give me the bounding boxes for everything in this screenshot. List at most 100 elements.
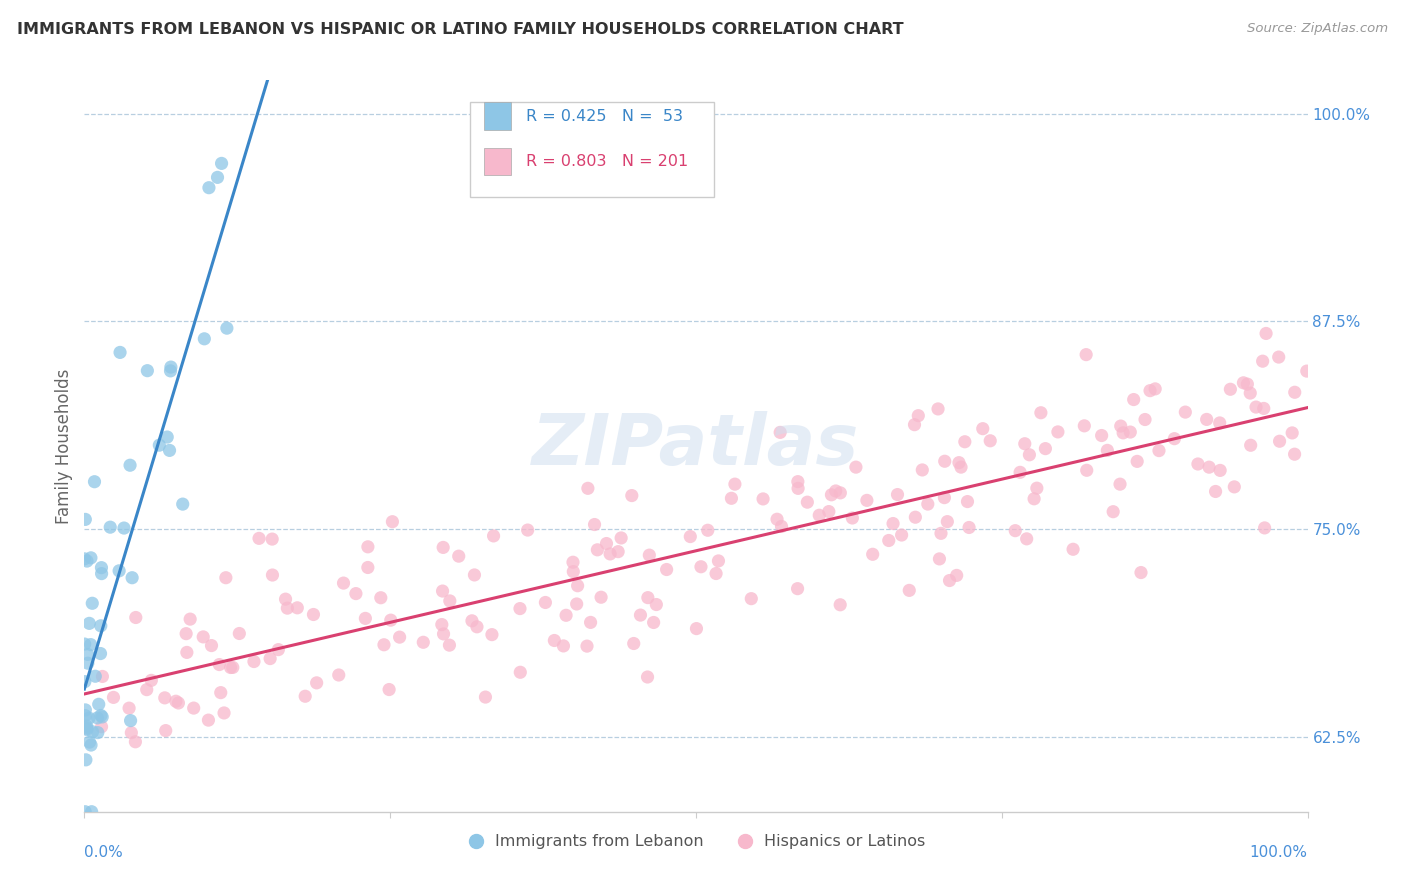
- FancyBboxPatch shape: [484, 103, 512, 130]
- Point: [87, 725, 110, 739]
- Point: [576, 481, 599, 495]
- Point: [357, 560, 380, 574]
- Point: [172, 497, 194, 511]
- Point: [886, 487, 908, 501]
- Point: [1187, 457, 1209, 471]
- Point: [934, 454, 956, 468]
- Point: [86, 711, 108, 725]
- Point: [704, 566, 727, 581]
- Point: [135, 682, 157, 697]
- Point: [274, 592, 297, 607]
- Point: [543, 633, 565, 648]
- Point: [1022, 491, 1045, 506]
- Point: [1209, 416, 1232, 430]
- Point: [796, 495, 818, 509]
- Point: [83, 475, 105, 489]
- Point: [591, 591, 613, 605]
- Legend: Immigrants from Lebanon, Hispanics or Latinos: Immigrants from Lebanon, Hispanics or La…: [460, 827, 932, 855]
- Point: [516, 523, 538, 537]
- Point: [262, 568, 284, 582]
- Point: [1109, 419, 1132, 434]
- Point: [198, 180, 221, 194]
- Point: [610, 531, 633, 545]
- Point: [1119, 425, 1142, 439]
- Point: [193, 332, 215, 346]
- Point: [183, 701, 205, 715]
- Point: [76, 719, 98, 733]
- Point: [80, 805, 103, 819]
- Point: [200, 639, 222, 653]
- Point: [432, 627, 454, 641]
- Point: [818, 505, 841, 519]
- Point: [120, 458, 142, 473]
- Point: [856, 493, 879, 508]
- Point: [599, 547, 621, 561]
- Point: [1035, 442, 1057, 456]
- Point: [463, 568, 485, 582]
- Point: [1144, 382, 1167, 396]
- Point: [911, 463, 934, 477]
- Point: [76, 723, 98, 737]
- Point: [79, 616, 101, 631]
- Text: R = 0.425   N =  53: R = 0.425 N = 53: [526, 109, 683, 124]
- Point: [90, 566, 112, 581]
- Point: [285, 600, 308, 615]
- Point: [620, 489, 643, 503]
- Point: [1209, 463, 1232, 477]
- Point: [820, 488, 842, 502]
- Point: [1284, 447, 1306, 461]
- Point: [1018, 448, 1040, 462]
- Point: [936, 515, 959, 529]
- Point: [76, 656, 98, 670]
- Point: [160, 360, 183, 375]
- Point: [165, 694, 187, 708]
- Point: [1015, 532, 1038, 546]
- Point: [328, 668, 350, 682]
- Text: IMMIGRANTS FROM LEBANON VS HISPANIC OR LATINO FAMILY HOUSEHOLDS CORRELATION CHAR: IMMIGRANTS FROM LEBANON VS HISPANIC OR L…: [17, 22, 904, 37]
- Point: [228, 626, 250, 640]
- Point: [136, 364, 159, 378]
- Y-axis label: Family Households: Family Households: [55, 368, 73, 524]
- Point: [1091, 428, 1114, 442]
- Point: [87, 698, 110, 712]
- Point: [972, 422, 994, 436]
- Point: [380, 613, 402, 627]
- Point: [595, 536, 617, 550]
- Point: [243, 655, 266, 669]
- Point: [927, 401, 949, 416]
- Point: [1251, 354, 1274, 368]
- Point: [950, 460, 973, 475]
- Point: [904, 510, 927, 524]
- Point: [724, 477, 747, 491]
- Point: [1268, 434, 1291, 449]
- Point: [562, 555, 585, 569]
- Point: [80, 638, 103, 652]
- Point: [1130, 566, 1153, 580]
- Point: [562, 565, 585, 579]
- Point: [786, 582, 808, 596]
- Point: [108, 345, 131, 359]
- Point: [447, 549, 470, 564]
- Point: [211, 156, 233, 170]
- Point: [679, 530, 702, 544]
- Point: [509, 601, 531, 615]
- Point: [607, 544, 630, 558]
- Point: [465, 620, 488, 634]
- Point: [125, 610, 148, 624]
- Point: [1046, 425, 1069, 439]
- Point: [373, 638, 395, 652]
- Point: [877, 533, 900, 548]
- Point: [643, 615, 665, 630]
- Point: [1147, 443, 1170, 458]
- Point: [1109, 477, 1132, 491]
- Point: [770, 519, 793, 533]
- Point: [637, 670, 659, 684]
- Point: [928, 552, 950, 566]
- Point: [1133, 412, 1156, 426]
- Point: [82, 596, 104, 610]
- Point: [76, 648, 98, 662]
- Point: [1236, 377, 1258, 392]
- Point: [75, 805, 97, 819]
- Point: [567, 579, 589, 593]
- Point: [153, 690, 176, 705]
